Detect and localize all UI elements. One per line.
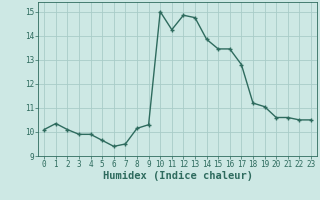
X-axis label: Humidex (Indice chaleur): Humidex (Indice chaleur) — [103, 171, 252, 181]
